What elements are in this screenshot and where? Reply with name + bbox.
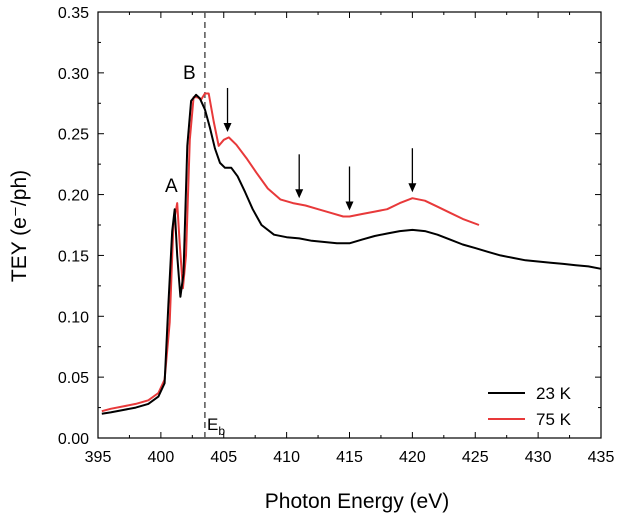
y-tick-label-0.35: 0.35 (58, 5, 89, 22)
eb-label-sub: b (218, 424, 225, 438)
series-line-23k (101, 93, 602, 415)
x-tick-label-400: 400 (148, 449, 175, 466)
x-tick-label-425: 425 (462, 449, 489, 466)
axes: 395 400 405 410 415 420 425 430 435 0.00 0.05 0.10 0… (58, 5, 615, 466)
x-tick-label-430: 430 (525, 449, 552, 466)
x-tick-label-410: 410 (273, 449, 300, 466)
y-tick-label-0.30: 0.30 (58, 66, 89, 83)
y-tick-label-0.15: 0.15 (58, 248, 89, 265)
y-tick-label-0.00: 0.00 (58, 431, 89, 448)
legend-label-23k: 23 K (536, 384, 572, 403)
x-tick-label-435: 435 (588, 449, 615, 466)
x-tick-label-415: 415 (336, 449, 363, 466)
peak-label-b: B (183, 63, 196, 84)
x-axis-title: Photon Energy (eV) (265, 490, 449, 513)
y-tick-label-0.25: 0.25 (58, 127, 89, 144)
x-tick-label-405: 405 (210, 449, 237, 466)
eb-label: Eb (207, 415, 225, 438)
arrow-head-3 (345, 201, 354, 211)
series-layer (101, 92, 602, 415)
series-line-75k (101, 92, 480, 413)
peak-label-a: A (165, 176, 178, 197)
y-axis-title: TEY (e⁻/ph) (8, 170, 31, 282)
arrow-head-1 (223, 122, 232, 132)
legend-label-75k: 75 K (536, 410, 572, 429)
arrow-head-2 (295, 189, 304, 199)
y-tick-label-0.20: 0.20 (58, 188, 89, 205)
eb-label-main: E (207, 415, 218, 434)
x-tick-label-420: 420 (399, 449, 426, 466)
arrow-head-4 (408, 183, 417, 193)
x-tick-label-395: 395 (85, 449, 112, 466)
y-tick-label-0.05: 0.05 (58, 370, 89, 387)
y-tick-label-0.10: 0.10 (58, 309, 89, 326)
legend: 23 K 75 K (488, 384, 572, 429)
annotations: A B Eb (165, 63, 417, 438)
